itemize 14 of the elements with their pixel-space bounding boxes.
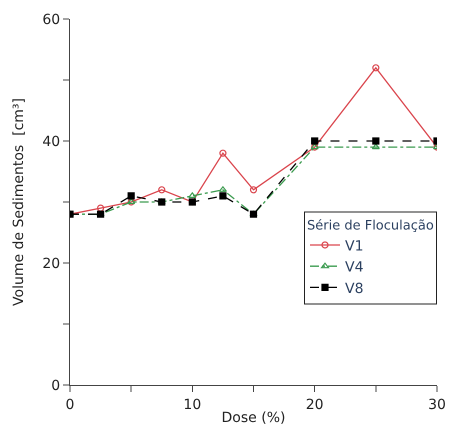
y-tick-label: 60 [42, 12, 60, 28]
legend-title: Série de Floculação [307, 218, 434, 234]
y-tick-label: 40 [42, 134, 60, 150]
x-tick-label: 0 [66, 396, 74, 413]
x-tick-label: 20 [306, 396, 324, 413]
y-tick-label: 20 [42, 256, 60, 272]
x-tick-label: 10 [183, 396, 202, 413]
legend-label: V1 [345, 238, 364, 254]
y-tick-label: 0 [51, 378, 60, 394]
x-tick-label: 30 [428, 396, 446, 413]
legend-label: V8 [345, 280, 364, 297]
x-axis-title: Dose (%) [222, 410, 286, 426]
legend-label: V4 [345, 260, 364, 276]
y-axis-title: Volume de Sedimentos [cm³] [10, 98, 27, 306]
